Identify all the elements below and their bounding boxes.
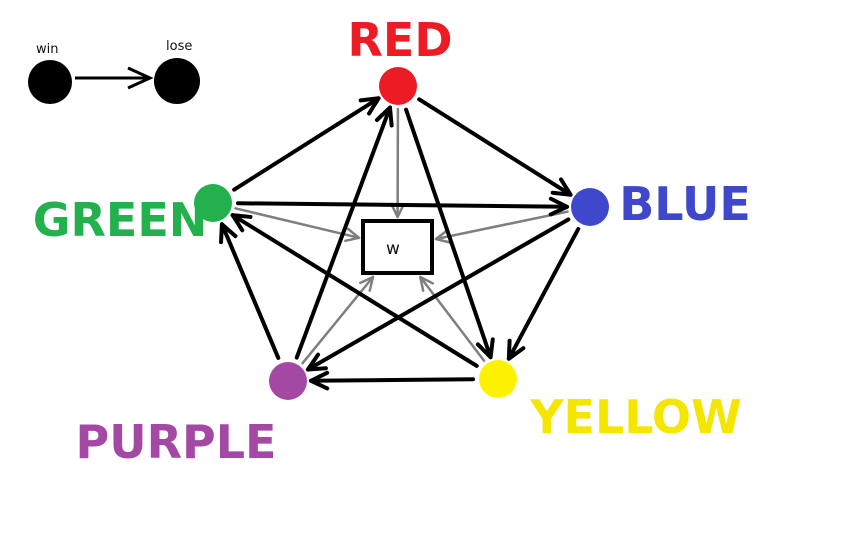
edge-yellow-to-green <box>230 213 479 368</box>
legend-lose-label: lose <box>166 39 192 54</box>
legend-win-node <box>28 60 72 104</box>
node-purple <box>269 362 307 400</box>
edge-red-to-center <box>390 107 405 219</box>
edge-blue-to-center <box>434 210 569 244</box>
legend: win lose <box>28 39 200 104</box>
label-red: RED <box>347 13 452 67</box>
center-box: w <box>361 219 434 275</box>
edge-red-to-yellow <box>404 107 495 360</box>
edge-blue-to-purple <box>305 217 571 372</box>
label-yellow: YELLOW <box>529 390 742 444</box>
center-edges <box>234 107 569 365</box>
edge-purple-to-red <box>294 105 394 360</box>
label-blue: BLUE <box>619 177 751 231</box>
edge-green-to-center <box>234 207 361 243</box>
node-red <box>379 67 417 105</box>
legend-lose-node <box>154 58 200 104</box>
legend-arrow-head <box>127 66 154 90</box>
nodes <box>194 67 609 400</box>
edge-blue-to-yellow <box>506 227 581 361</box>
edge-yellow-to-center <box>419 275 486 362</box>
legend-win-label: win <box>36 42 58 57</box>
label-green: GREEN <box>33 193 208 247</box>
edge-purple-to-center <box>301 275 375 365</box>
node-yellow <box>479 360 517 398</box>
edge-green-to-blue <box>235 196 570 217</box>
edge-yellow-to-purple <box>308 370 476 391</box>
label-purple: PURPLE <box>76 415 277 469</box>
edge-purple-to-green <box>219 222 281 360</box>
win-edges <box>219 96 581 391</box>
center-box-frame <box>361 219 434 275</box>
edge-green-to-red <box>232 96 381 192</box>
center-box-label: w <box>386 239 400 259</box>
edge-red-to-blue <box>417 97 573 197</box>
node-blue <box>571 188 609 226</box>
node-green <box>194 184 232 222</box>
